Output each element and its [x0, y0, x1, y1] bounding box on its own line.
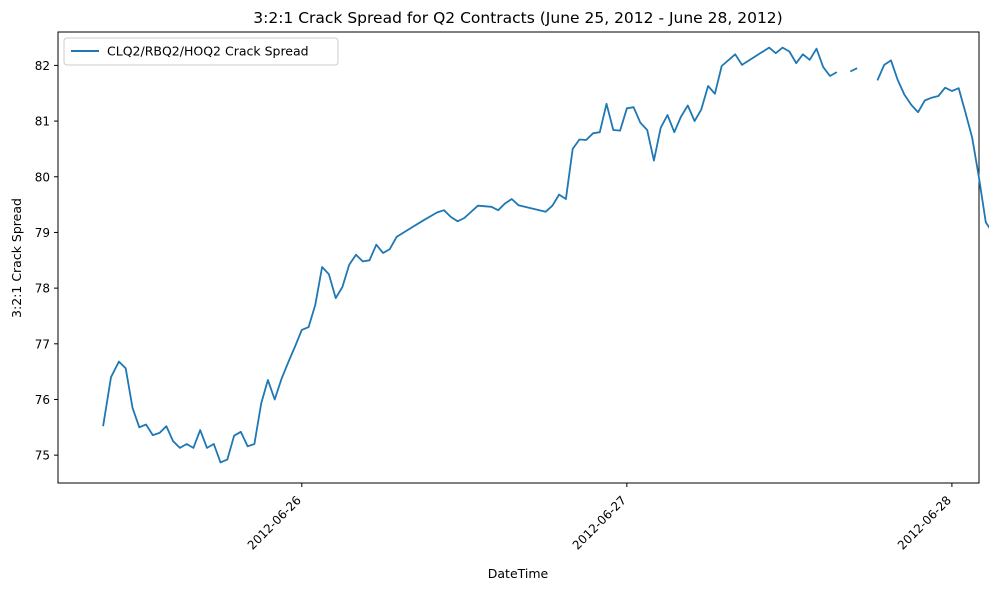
y-axis: 75 76 77 78 79 80 81 82: [35, 59, 58, 463]
y-axis-label: 3:2:1 Crack Spread: [9, 198, 24, 318]
y-tick-label: 80: [35, 170, 50, 184]
series-line: [876, 59, 989, 229]
y-tick-label: 81: [35, 115, 50, 129]
x-axis-label: DateTime: [488, 566, 549, 581]
y-tick-label: 78: [35, 282, 50, 296]
series-line: [849, 67, 858, 73]
legend: CLQ2/RBQ2/HOQ2 Crack Spread: [63, 37, 339, 66]
y-tick-label: 75: [35, 449, 50, 463]
plot-area: [57, 31, 980, 484]
series-layer: [102, 46, 989, 464]
y-tick-label: 79: [35, 226, 50, 240]
chart-title: 3:2:1 Crack Spread for Q2 Contracts (Jun…: [253, 9, 782, 27]
legend-label: CLQ2/RBQ2/HOQ2 Crack Spread: [107, 44, 309, 59]
y-tick-label: 77: [35, 337, 50, 351]
x-tick-label: 2012-06-27: [570, 493, 629, 552]
series-line: [102, 46, 838, 464]
x-axis: 2012-06-26 2012-06-27 2012-06-28: [245, 483, 954, 552]
legend-box: [63, 37, 339, 66]
x-tick-label: 2012-06-26: [245, 493, 304, 552]
y-tick-label: 76: [35, 393, 50, 407]
y-tick-label: 82: [35, 59, 50, 73]
x-tick-label: 2012-06-28: [895, 493, 954, 552]
